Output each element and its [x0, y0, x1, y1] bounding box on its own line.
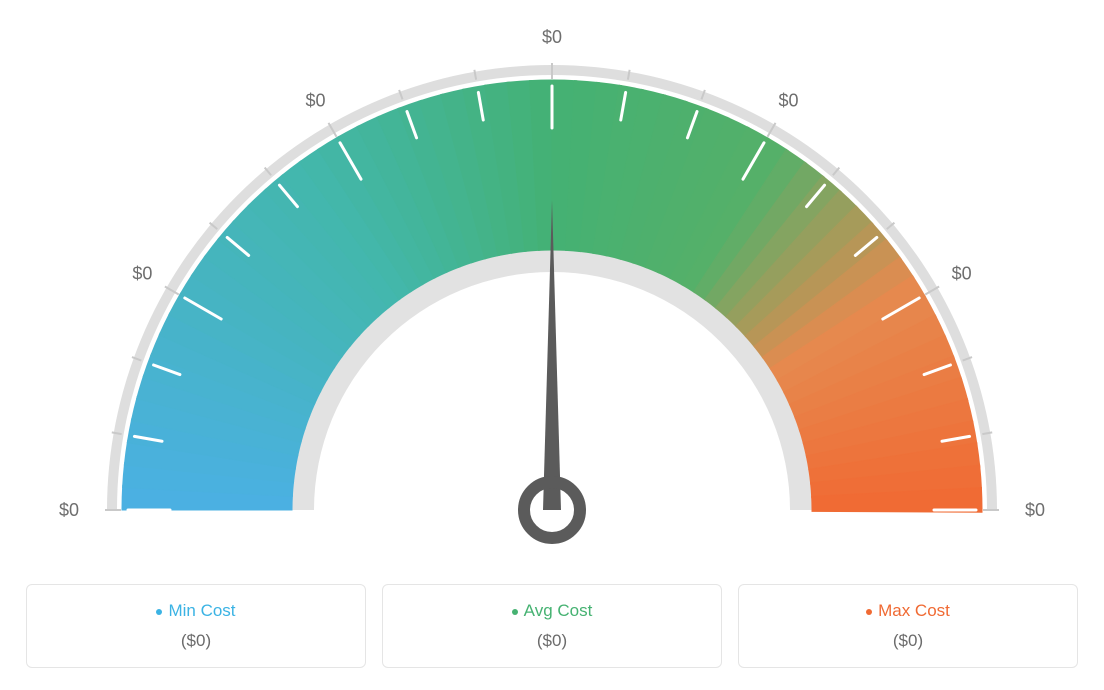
svg-text:$0: $0: [1025, 500, 1045, 520]
legend-label: Min Cost: [168, 601, 235, 620]
svg-text:$0: $0: [952, 264, 972, 284]
svg-text:$0: $0: [59, 500, 79, 520]
legend-label: Avg Cost: [524, 601, 593, 620]
legend-value-min: ($0): [39, 631, 353, 651]
gauge-chart: $0 $0 $0 $0 $0 $0 $0 Min Cost ($0) Avg Cost ($…: [20, 20, 1084, 668]
svg-text:$0: $0: [132, 264, 152, 284]
svg-text:$0: $0: [305, 90, 325, 110]
legend-value-max: ($0): [751, 631, 1065, 651]
legend-label: Max Cost: [878, 601, 950, 620]
svg-text:$0: $0: [778, 90, 798, 110]
legend-title-avg: Avg Cost: [395, 601, 709, 621]
legend-card-min: Min Cost ($0): [26, 584, 366, 668]
legend-title-max: Max Cost: [751, 601, 1065, 621]
svg-text:$0: $0: [542, 27, 562, 47]
legend-value-avg: ($0): [395, 631, 709, 651]
legend-card-avg: Avg Cost ($0): [382, 584, 722, 668]
dot-icon: [866, 609, 872, 615]
gauge-svg: $0 $0 $0 $0 $0 $0 $0: [20, 20, 1084, 560]
legend-row: Min Cost ($0) Avg Cost ($0) Max Cost ($0…: [20, 584, 1084, 668]
dot-icon: [156, 609, 162, 615]
legend-card-max: Max Cost ($0): [738, 584, 1078, 668]
dot-icon: [512, 609, 518, 615]
legend-title-min: Min Cost: [39, 601, 353, 621]
